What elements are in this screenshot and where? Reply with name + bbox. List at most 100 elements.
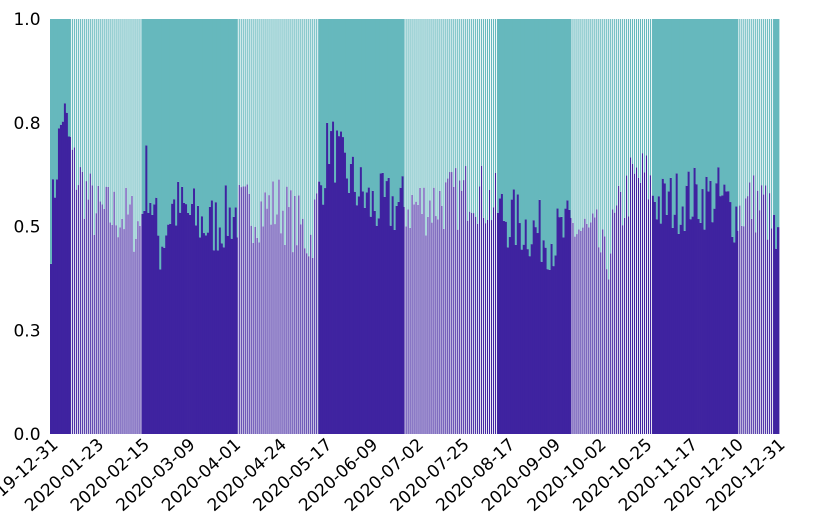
bar-upper-segment xyxy=(290,19,292,191)
bar-upper-segment xyxy=(91,19,93,186)
bar-upper-segment xyxy=(526,19,530,250)
bar-lower-segment xyxy=(67,136,71,434)
bar-upper-segment xyxy=(753,19,755,176)
bar-lower-segment xyxy=(773,214,776,434)
bar-upper-segment xyxy=(99,19,101,202)
bar-upper-segment xyxy=(351,19,355,157)
bar-lower-segment xyxy=(775,248,778,434)
bar-upper-segment xyxy=(127,19,129,215)
bar-lower-segment xyxy=(290,190,292,434)
bar-lower-segment xyxy=(292,252,294,434)
bar-lower-segment xyxy=(564,208,567,434)
bar-lower-segment xyxy=(580,230,582,434)
bar-lower-segment xyxy=(492,207,495,434)
bar-upper-segment xyxy=(717,19,720,168)
bar-upper-segment xyxy=(707,19,710,192)
bar-lower-segment xyxy=(566,200,569,434)
bar-upper-segment xyxy=(318,19,321,182)
bar-upper-segment xyxy=(544,19,547,248)
bar-upper-segment xyxy=(240,19,242,188)
bar-lower-segment xyxy=(165,235,168,434)
bar-lower-segment xyxy=(757,190,759,434)
bar-upper-segment xyxy=(473,19,475,214)
bar-upper-segment xyxy=(570,19,572,219)
bar-lower-segment xyxy=(53,197,57,434)
bar-lower-segment xyxy=(671,227,675,434)
bar-lower-segment xyxy=(488,189,491,434)
bar-lower-segment xyxy=(381,172,385,434)
bar-lower-segment xyxy=(699,222,702,434)
bar-lower-segment xyxy=(167,224,170,434)
bar-upper-segment xyxy=(645,19,647,156)
bar-upper-segment xyxy=(218,19,222,228)
bar-lower-segment xyxy=(743,226,745,434)
bar-upper-segment xyxy=(397,19,401,202)
bar-upper-segment xyxy=(278,19,280,180)
bar-lower-segment xyxy=(169,223,172,434)
bar-lower-segment xyxy=(586,223,588,434)
bar-upper-segment xyxy=(608,19,610,280)
bar-upper-segment xyxy=(667,19,671,192)
y-tick-label: 0.3 xyxy=(13,321,40,341)
bar-upper-segment xyxy=(548,19,551,270)
bar-upper-segment xyxy=(578,19,580,230)
bar-lower-segment xyxy=(71,149,73,434)
bar-lower-segment xyxy=(240,187,242,434)
bar-upper-segment xyxy=(85,19,87,182)
bar-lower-segment xyxy=(353,191,357,434)
bar-lower-segment xyxy=(131,195,133,434)
bar-upper-segment xyxy=(697,19,700,220)
bar-lower-segment xyxy=(616,205,618,434)
bar-lower-segment xyxy=(177,181,180,434)
bar-upper-segment xyxy=(516,19,520,195)
bar-lower-segment xyxy=(735,206,738,434)
bar-lower-segment xyxy=(210,200,214,434)
bar-lower-segment xyxy=(574,236,576,434)
bar-upper-segment xyxy=(63,19,67,104)
bar-upper-segment xyxy=(357,19,361,197)
y-tick-label: 1.0 xyxy=(13,10,40,30)
bar-lower-segment xyxy=(123,229,125,434)
bar-lower-segment xyxy=(490,220,493,434)
bar-upper-segment xyxy=(487,19,489,220)
bar-lower-segment xyxy=(342,137,345,435)
bar-upper-segment xyxy=(119,19,121,228)
bar-upper-segment xyxy=(469,19,471,212)
bar-lower-segment xyxy=(679,224,683,434)
bar-lower-segment xyxy=(405,226,407,434)
bar-lower-segment xyxy=(628,216,630,434)
bar-upper-segment xyxy=(492,19,495,208)
bar-lower-segment xyxy=(397,201,401,434)
bar-lower-segment xyxy=(189,214,192,434)
bar-lower-segment xyxy=(455,168,457,434)
bar-lower-segment xyxy=(572,222,574,434)
bar-upper-segment xyxy=(284,19,286,245)
bar-upper-segment xyxy=(270,19,272,225)
bar-lower-segment xyxy=(276,214,278,434)
bar-lower-segment xyxy=(202,233,206,434)
bar-upper-segment xyxy=(691,19,694,217)
bar-lower-segment xyxy=(179,212,182,434)
bar-upper-segment xyxy=(594,19,596,218)
bar-lower-segment xyxy=(663,183,667,434)
bar-upper-segment xyxy=(620,19,622,192)
bar-lower-segment xyxy=(578,229,580,434)
bar-upper-segment xyxy=(723,19,726,185)
bar-upper-segment xyxy=(252,19,254,243)
bar-upper-segment xyxy=(767,19,769,240)
bar-upper-segment xyxy=(302,19,304,219)
bar-upper-segment xyxy=(653,19,657,202)
bar-upper-segment xyxy=(677,19,681,234)
bar-lower-segment xyxy=(314,199,316,434)
bar-upper-segment xyxy=(266,19,268,209)
bar-lower-segment xyxy=(723,184,726,434)
bar-lower-segment xyxy=(707,191,710,434)
bar-lower-segment xyxy=(367,187,371,434)
bar-upper-segment xyxy=(566,19,569,201)
bar-lower-segment xyxy=(465,166,467,434)
bar-upper-segment xyxy=(669,19,673,178)
bar-upper-segment xyxy=(381,19,385,173)
bar-upper-segment xyxy=(143,19,146,211)
bar-lower-segment xyxy=(304,248,306,434)
bar-upper-segment xyxy=(639,19,642,183)
